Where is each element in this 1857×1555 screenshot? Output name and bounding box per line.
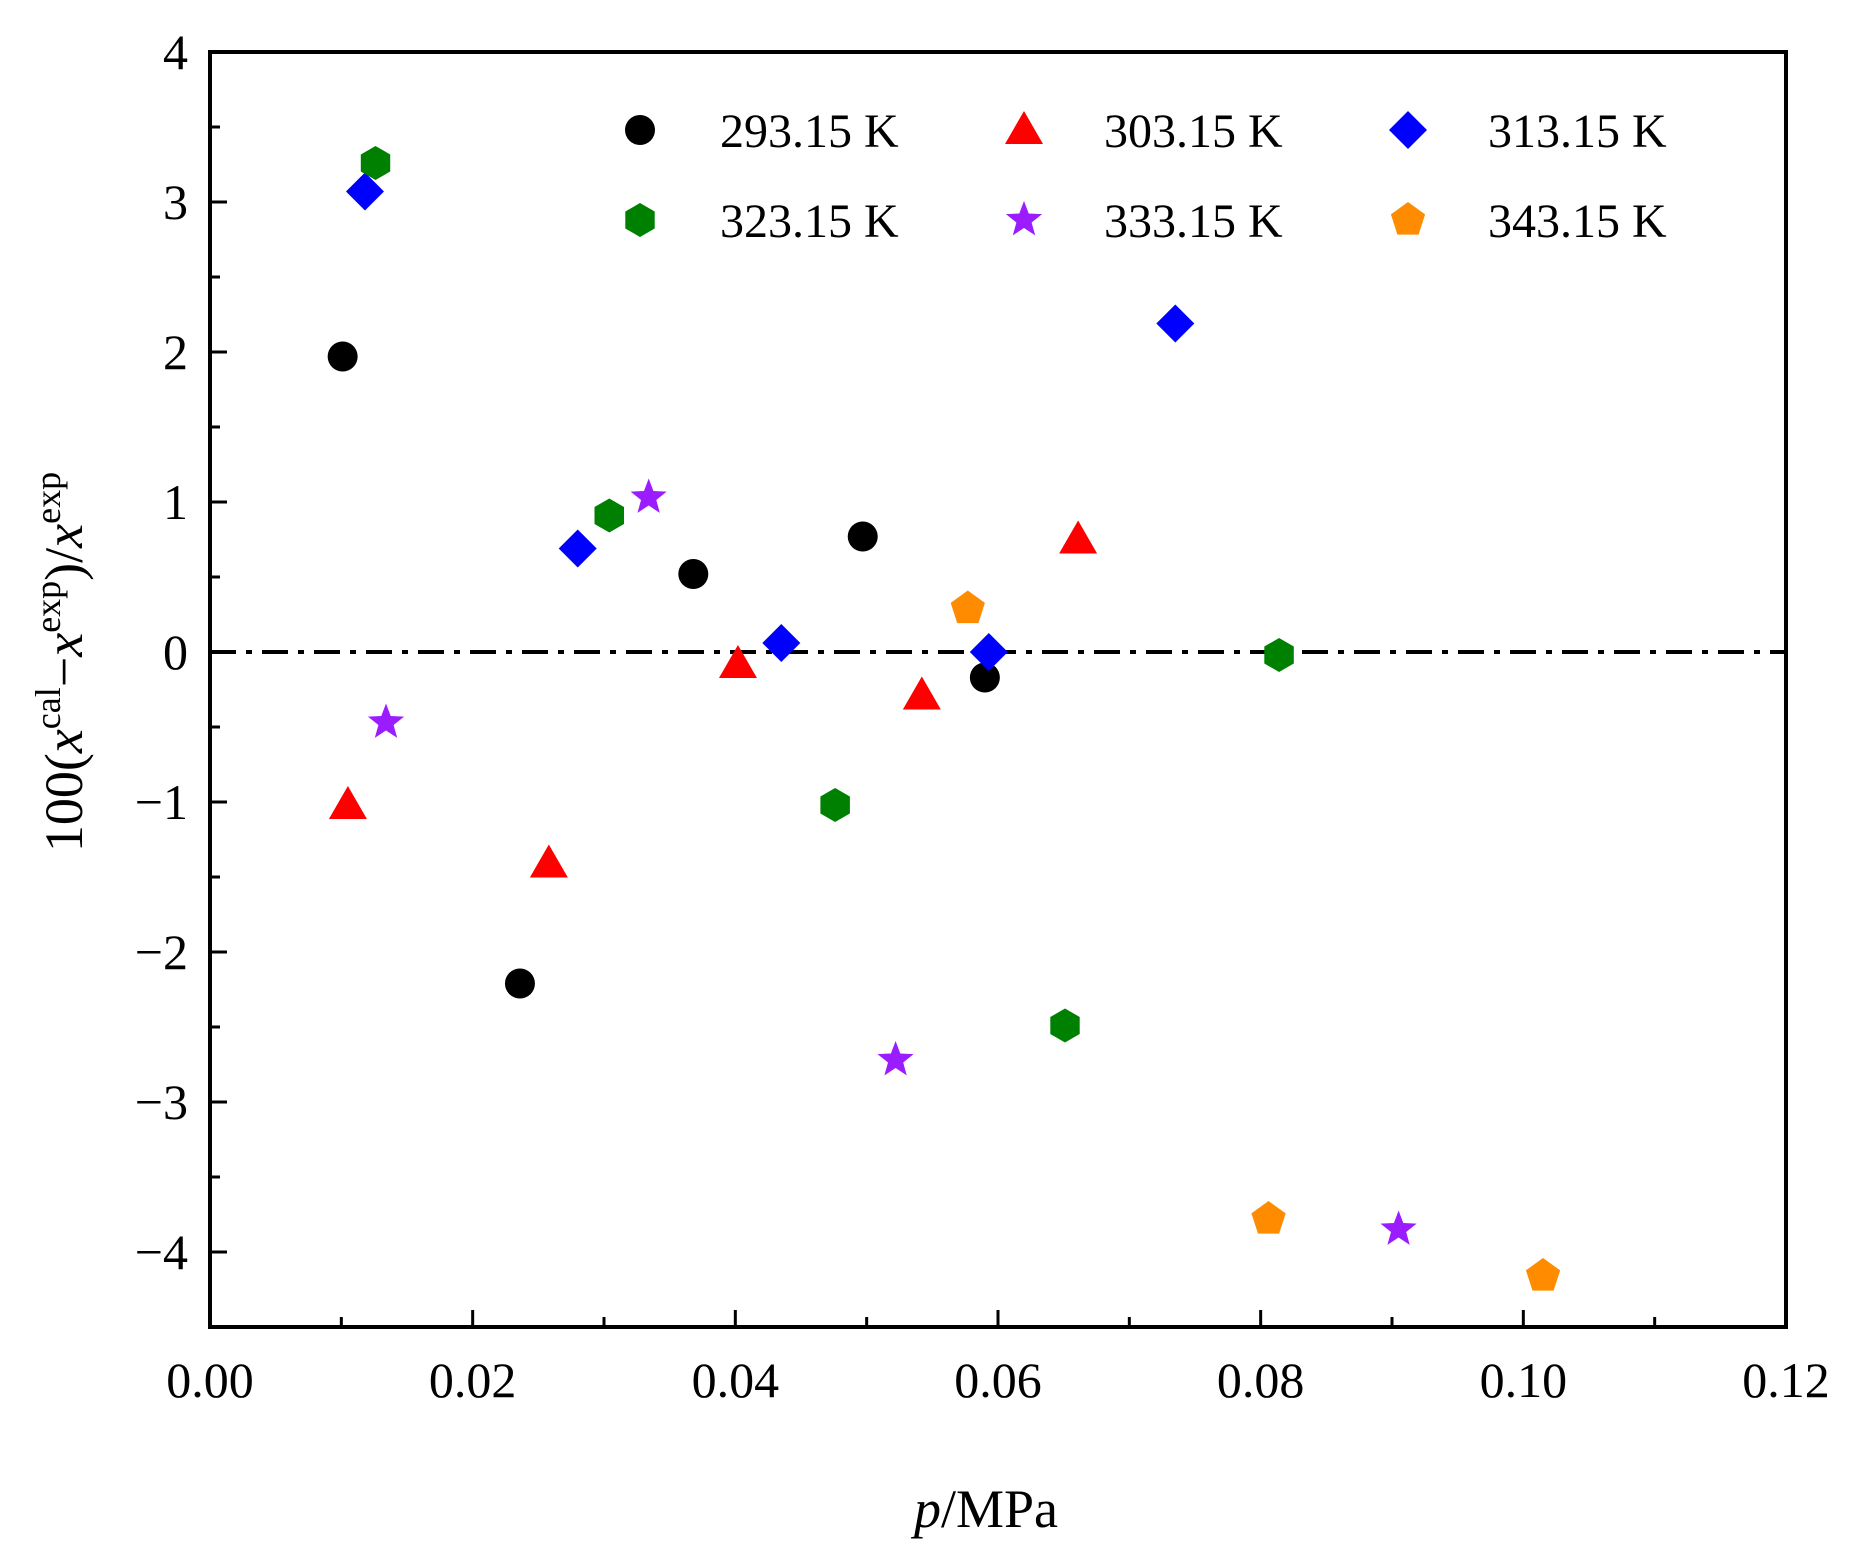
y-tick-label: 1 (163, 474, 188, 530)
data-point (504, 968, 535, 999)
series-33315K (367, 478, 1417, 1245)
data-point (594, 498, 624, 533)
series-34315K (950, 590, 1561, 1291)
data-point (360, 146, 391, 180)
axis-ticks: 0.00 0.02 0.04 0.06 0.08 0.10 0.12 −4 −3 −2 −1 0 1 2 3… (135, 24, 1830, 1408)
x-tick-label: 0.12 (1742, 1352, 1830, 1408)
x-tick-label: 0.00 (166, 1352, 254, 1408)
y-tick-label: 3 (163, 174, 188, 230)
legend-marker (1005, 201, 1043, 236)
series-29315K (327, 341, 1000, 999)
legend-label: 303.15 K (1104, 105, 1283, 158)
data-point (820, 788, 850, 822)
y-tick-label: 2 (163, 324, 188, 380)
data-point (950, 590, 985, 624)
data-point (877, 1041, 914, 1076)
legend-marker (1390, 202, 1426, 235)
x-tick-label: 0.02 (429, 1352, 517, 1408)
series-31315K (345, 172, 1195, 671)
data-point (1156, 304, 1195, 343)
legend-marker (625, 115, 655, 145)
legend-item: 323.15 K (625, 195, 899, 248)
x-axis-title: p/MPa (910, 1479, 1058, 1539)
y-axis-title: 100(xcal−xexp)/xexp (28, 472, 94, 852)
x-tick-label: 0.04 (692, 1352, 780, 1408)
data-point (847, 521, 878, 552)
data-point (1380, 1210, 1417, 1245)
data-point (345, 172, 384, 211)
legend-label: 313.15 K (1488, 105, 1667, 158)
legend-item: 313.15 K (1389, 105, 1667, 158)
legend-marker (1005, 111, 1043, 144)
legend-item: 333.15 K (1005, 195, 1283, 248)
y-tick-label: −4 (135, 1224, 188, 1280)
x-tick-label: 0.08 (1217, 1352, 1305, 1408)
series-30315K (328, 520, 1098, 878)
y-tick-label: 0 (163, 624, 188, 680)
legend-item: 293.15 K (625, 105, 899, 158)
data-point (630, 478, 667, 513)
data-point (1050, 1008, 1080, 1043)
data-point (367, 703, 405, 738)
y-tick-label: 4 (163, 24, 188, 80)
data-point (969, 633, 1008, 671)
data-point (969, 662, 1000, 693)
x-tick-label: 0.06 (954, 1352, 1042, 1408)
data-point (558, 529, 597, 568)
legend-label: 293.15 K (720, 105, 899, 158)
y-tick-label: −3 (135, 1074, 188, 1130)
data-point (1264, 638, 1294, 672)
legend-label: 323.15 K (720, 195, 899, 248)
data-point (529, 844, 568, 878)
legend-marker (625, 203, 655, 237)
data-point (762, 624, 801, 662)
x-tick-label: 0.10 (1480, 1352, 1568, 1408)
data-point (902, 676, 941, 710)
legend-item: 343.15 K (1390, 195, 1667, 248)
legend-item: 303.15 K (1005, 105, 1283, 158)
data-point (718, 645, 757, 678)
data-point (327, 341, 358, 372)
legend: 293.15 K 303.15 K 313.15 K 323.15 K 333.15 K… (625, 105, 1667, 248)
data-point (1251, 1201, 1286, 1234)
series-32315K (360, 146, 1294, 1043)
legend-label: 343.15 K (1488, 195, 1667, 248)
data-points (327, 146, 1561, 1291)
data-point (328, 786, 367, 819)
y-tick-label: −2 (135, 924, 188, 980)
y-tick-label: −1 (135, 774, 188, 830)
legend-label: 333.15 K (1104, 195, 1283, 248)
data-point (1059, 520, 1098, 554)
data-point (1525, 1258, 1561, 1291)
data-point (678, 559, 709, 589)
legend-marker (1389, 111, 1427, 149)
